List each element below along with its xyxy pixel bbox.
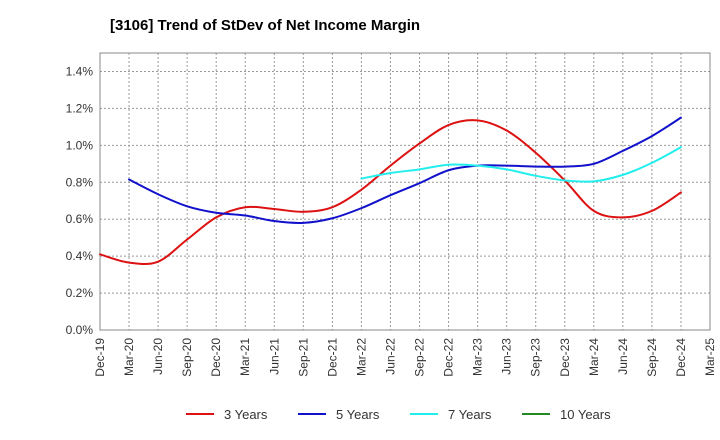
x-tick-label: Mar-25 [703,338,717,376]
x-tick-label: Dec-19 [93,338,107,377]
x-tick-label: Mar-21 [238,338,252,376]
x-tick-label: Jun-21 [267,338,281,375]
x-tick-label: Jun-23 [500,338,514,375]
x-tick-label: Mar-20 [122,338,136,376]
x-tick-label: Dec-23 [558,338,572,377]
x-tick-label: Mar-22 [354,338,368,376]
x-tick-label: Sep-20 [180,338,194,377]
legend-label-10-years: 10 Years [560,407,611,422]
y-tick-label: 1.2% [66,101,94,115]
y-tick-label: 0.8% [66,175,94,189]
series-line-5-years [128,116,682,224]
x-tick-label: Sep-24 [645,338,659,377]
grid-lines [100,53,710,331]
y-axis: 0.0% 0.2% 0.4% 0.6% 0.8% 1.0% 1.2% 1.4% [66,64,94,337]
legend-label-7-years: 7 Years [448,407,492,422]
legend: 3 Years 5 Years 7 Years 10 Years [186,407,611,422]
x-tick-label: Sep-22 [413,338,427,377]
x-tick-label: Dec-24 [674,338,688,377]
x-tick-label: Jun-24 [616,338,630,375]
y-tick-label: 1.4% [66,64,94,78]
plot-frame [99,52,711,331]
x-tick-label: Jun-20 [151,338,165,375]
series-lines [99,116,682,266]
x-axis: Dec-19 Mar-20 Jun-20 Sep-20 Dec-20 Mar-21 Jun-… [93,338,717,377]
x-tick-label: Dec-22 [442,338,456,377]
series-line-3-years [99,119,682,266]
y-tick-label: 0.2% [66,286,94,300]
legend-label-3-years: 3 Years [224,407,268,422]
x-tick-label: Mar-23 [471,338,485,376]
x-tick-label: Sep-23 [529,338,543,377]
chart-title: [3106] Trend of StDev of Net Income Marg… [110,17,421,34]
y-tick-label: 0.0% [66,323,94,337]
y-tick-label: 0.4% [66,249,94,263]
x-tick-label: Dec-21 [325,338,339,377]
y-tick-label: 0.6% [66,212,94,226]
y-tick-label: 1.0% [66,138,94,152]
series-line-7-years [360,146,682,183]
legend-label-5-years: 5 Years [336,407,380,422]
x-tick-label: Sep-21 [296,338,310,377]
x-tick-label: Dec-20 [209,338,223,377]
x-tick-label: Mar-24 [587,338,601,376]
x-tick-label: Jun-22 [383,338,397,375]
